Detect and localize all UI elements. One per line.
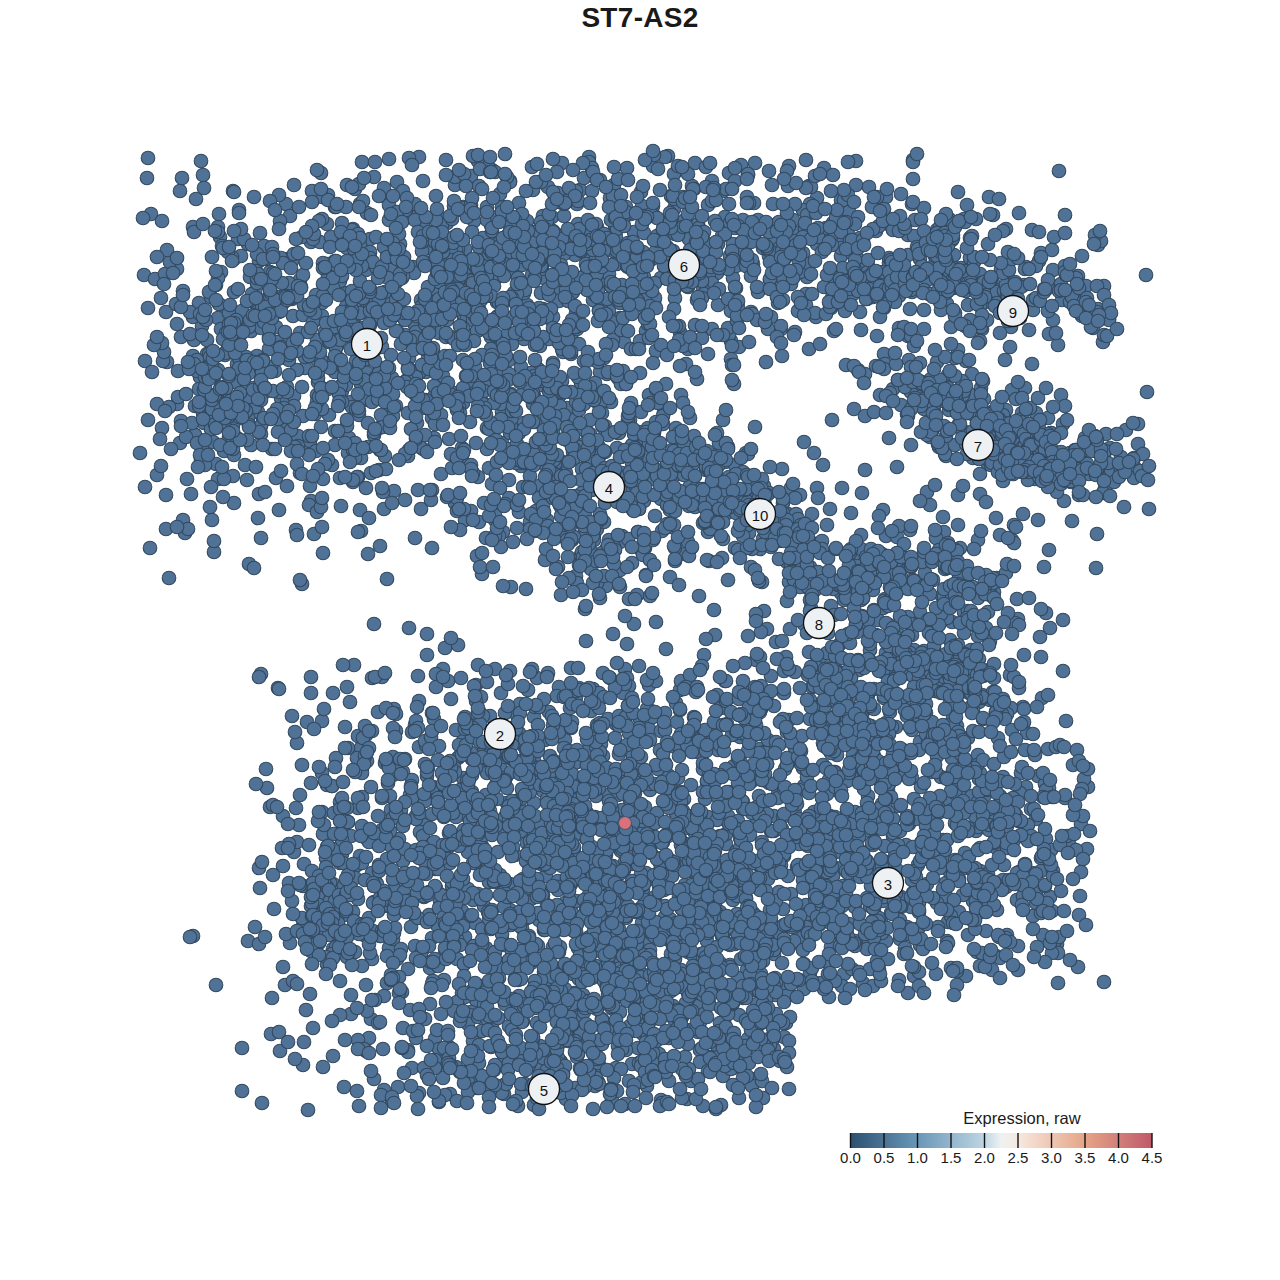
svg-text:4.5: 4.5 [1142, 1149, 1163, 1166]
svg-text:0.5: 0.5 [874, 1149, 895, 1166]
svg-text:3.5: 3.5 [1075, 1149, 1096, 1166]
svg-text:Expression, raw: Expression, raw [963, 1109, 1080, 1127]
svg-text:3.0: 3.0 [1041, 1149, 1062, 1166]
svg-text:2.0: 2.0 [974, 1149, 995, 1166]
svg-text:2.5: 2.5 [1008, 1149, 1029, 1166]
svg-text:4.0: 4.0 [1108, 1149, 1129, 1166]
svg-text:1.5: 1.5 [941, 1149, 962, 1166]
svg-text:1.0: 1.0 [907, 1149, 928, 1166]
svg-text:0.0: 0.0 [840, 1149, 861, 1166]
